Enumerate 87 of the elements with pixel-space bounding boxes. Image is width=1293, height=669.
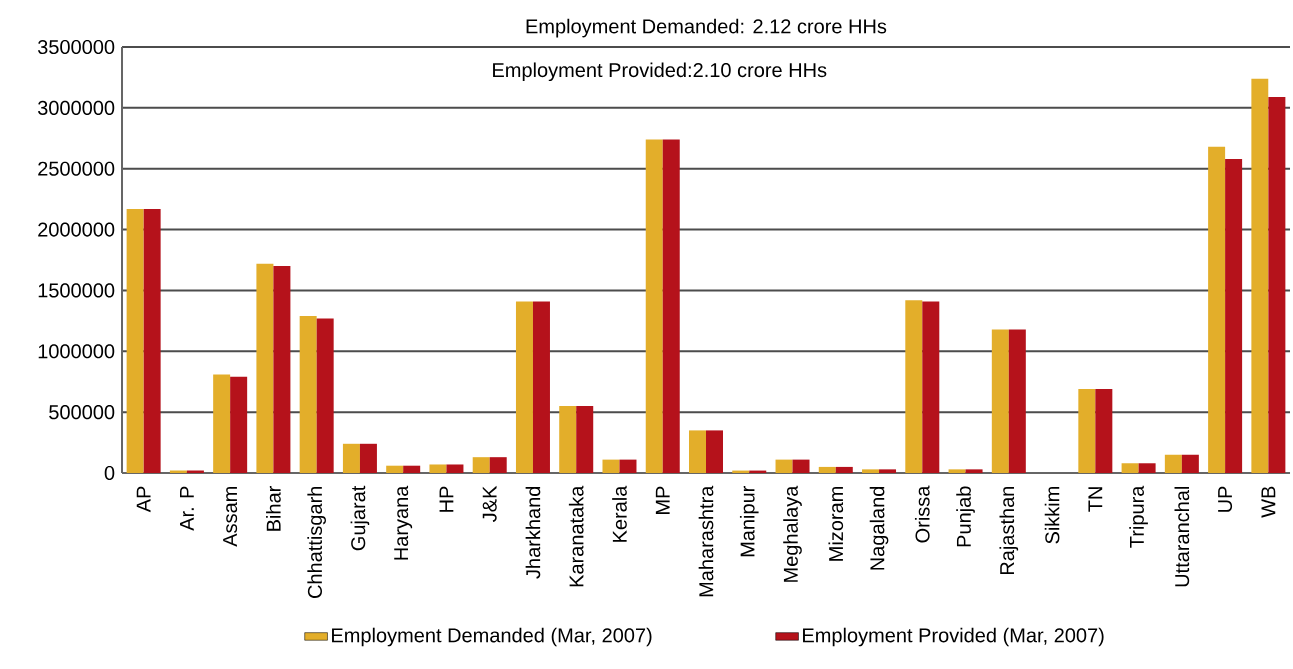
bar: [1138, 463, 1156, 473]
y-tick-label: 1500000: [38, 283, 115, 298]
bar: [359, 443, 377, 473]
x-tick-label: Kerala: [612, 485, 627, 542]
y-tick-label: 500000: [49, 405, 115, 420]
x-tick-label: Maharashtra: [698, 485, 714, 597]
y-tick-label: 3000000: [37, 100, 115, 115]
bar: [991, 329, 1009, 473]
x-tick-label: Punjab: [956, 486, 975, 547]
x-tick-label: WB: [1261, 486, 1276, 518]
bar: [256, 263, 274, 473]
bar: [1225, 158, 1243, 473]
bar: [403, 465, 421, 473]
bar: [213, 374, 231, 473]
x-tick-label: Nagaland: [869, 486, 889, 570]
bar: [922, 301, 940, 473]
y-tick-label: 0: [104, 465, 115, 481]
bar: [602, 459, 620, 473]
legend-label: Employment Provided (Mar, 2007): [803, 627, 1104, 647]
x-tick-label: Chhattisgarh: [307, 486, 326, 598]
bar: [342, 443, 360, 473]
bar: [948, 469, 966, 473]
y-tick-label: 3500000: [37, 39, 115, 55]
bar: [446, 464, 464, 473]
x-tick-label: Sikkim: [1044, 486, 1060, 544]
bar: [532, 301, 550, 473]
y-tick-label: 2000000: [38, 222, 115, 237]
x-tick-label: Karanataka: [568, 485, 584, 587]
x-tick-label: Mizoram: [828, 486, 844, 561]
y-tick-label: 2500000: [38, 161, 115, 176]
bar: [386, 465, 404, 473]
bar: [706, 430, 724, 473]
bar: [299, 315, 317, 473]
bar: [429, 464, 447, 473]
bar: [818, 466, 836, 473]
bar: [489, 457, 507, 473]
x-tick-label: HP: [439, 486, 454, 512]
x-tick-label: Jharkhand: [525, 486, 541, 579]
x-tick-label: Manipur: [739, 485, 759, 557]
bar: [143, 208, 161, 473]
bar: [645, 139, 663, 473]
bar: [1181, 454, 1199, 473]
bar: [316, 318, 334, 473]
bar: [1095, 389, 1113, 473]
x-tick-label: Assam: [223, 486, 238, 547]
bar: [472, 457, 490, 473]
bar: [879, 469, 897, 473]
x-tick-label: Rajasthan: [999, 486, 1019, 575]
bar: [905, 300, 923, 473]
chart-title: Employment Demanded: 2.12 crore HHs: [526, 18, 887, 38]
bar: [576, 406, 594, 473]
x-tick-label: AP: [136, 486, 151, 513]
text: Employment Provided:2.10 crore HHs: [493, 62, 827, 82]
x-tick-label: Tripura: [1129, 485, 1148, 548]
legend-label: Employment Demanded (Mar, 2007): [332, 627, 652, 647]
x-tick-label: MP: [655, 486, 670, 514]
y-tick-label: 1000000: [38, 344, 115, 359]
x-tick-label: J&K: [482, 485, 497, 522]
x-tick-label: TN: [1088, 487, 1103, 512]
bar: [1251, 78, 1269, 473]
bar: [559, 406, 577, 473]
x-tick-label: Uttaranchal: [1174, 486, 1190, 587]
bar: [965, 469, 983, 473]
bar: [1008, 329, 1026, 473]
bar: [792, 459, 810, 473]
x-tick-label: Orissa: [914, 485, 930, 543]
x-tick-label: Gujarat: [350, 485, 370, 551]
x-tick-label: Meghalaya: [783, 485, 802, 582]
x-tick-label: Ar. P: [180, 486, 194, 531]
bar: [230, 376, 248, 473]
bar: [515, 301, 533, 473]
bar: [662, 139, 680, 473]
bar: [619, 459, 637, 473]
bar: [273, 266, 291, 473]
bar: [126, 208, 144, 473]
bar: [689, 430, 706, 473]
bar: [835, 466, 853, 473]
bar: [775, 459, 793, 473]
x-tick-label: Bihar: [266, 485, 281, 531]
bar: [1268, 96, 1286, 473]
bar: [1078, 389, 1096, 473]
bar: [1164, 454, 1182, 473]
bar: [1121, 463, 1139, 473]
x-tick-label: Haryana: [394, 485, 413, 560]
x-tick-label: UP: [1218, 486, 1233, 512]
bar: [1208, 146, 1226, 473]
bar: [862, 469, 880, 473]
